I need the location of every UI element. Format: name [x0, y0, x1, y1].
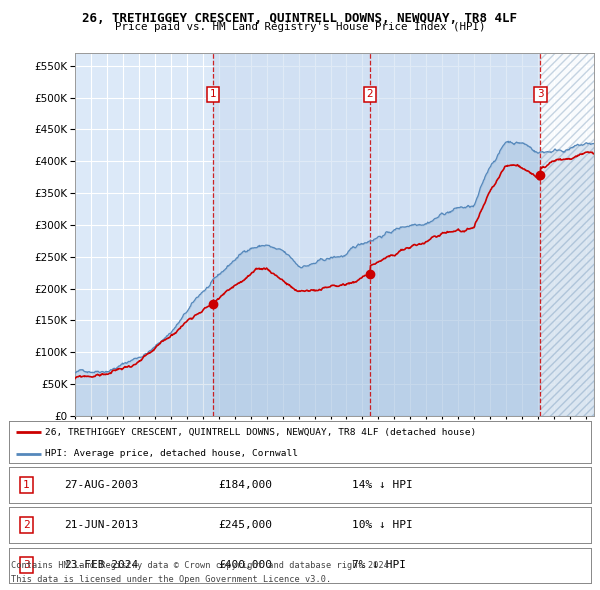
Bar [541, 53, 594, 416]
Text: £245,000: £245,000 [218, 520, 272, 530]
Text: 21-JUN-2013: 21-JUN-2013 [64, 520, 139, 530]
Text: 2: 2 [367, 90, 373, 100]
Text: £400,000: £400,000 [218, 560, 272, 570]
Text: 3: 3 [537, 90, 544, 100]
Text: 26, TRETHIGGEY CRESCENT, QUINTRELL DOWNS, NEWQUAY, TR8 4LF: 26, TRETHIGGEY CRESCENT, QUINTRELL DOWNS… [83, 12, 517, 25]
Text: 14% ↓ HPI: 14% ↓ HPI [352, 480, 413, 490]
Text: 7% ↓ HPI: 7% ↓ HPI [352, 560, 406, 570]
Text: 3: 3 [23, 560, 30, 570]
Text: 10% ↓ HPI: 10% ↓ HPI [352, 520, 413, 530]
Text: 23-FEB-2024: 23-FEB-2024 [64, 560, 139, 570]
Text: 1: 1 [23, 480, 30, 490]
Text: £184,000: £184,000 [218, 480, 272, 490]
Text: 1: 1 [210, 90, 217, 100]
Text: This data is licensed under the Open Government Licence v3.0.: This data is licensed under the Open Gov… [11, 575, 331, 584]
Text: Contains HM Land Registry data © Crown copyright and database right 2024.: Contains HM Land Registry data © Crown c… [11, 561, 394, 570]
Text: 27-AUG-2003: 27-AUG-2003 [64, 480, 139, 490]
Text: Price paid vs. HM Land Registry's House Price Index (HPI): Price paid vs. HM Land Registry's House … [115, 22, 485, 32]
Text: HPI: Average price, detached house, Cornwall: HPI: Average price, detached house, Corn… [45, 450, 298, 458]
Text: 26, TRETHIGGEY CRESCENT, QUINTRELL DOWNS, NEWQUAY, TR8 4LF (detached house): 26, TRETHIGGEY CRESCENT, QUINTRELL DOWNS… [45, 428, 476, 437]
Bar [213, 53, 541, 416]
Text: 2: 2 [23, 520, 30, 530]
